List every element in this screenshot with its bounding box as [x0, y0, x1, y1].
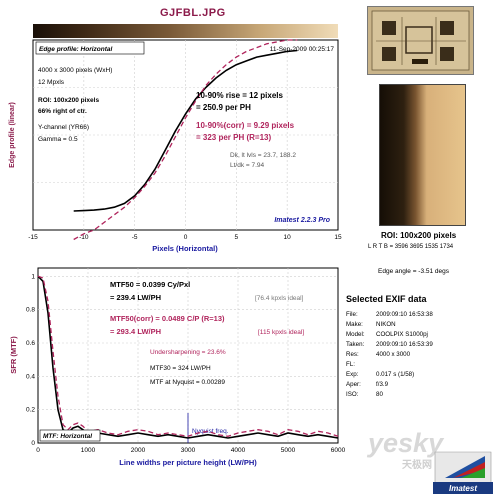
edge-xtick-label: 10	[284, 234, 292, 241]
edge-ctr: 66% right of ctr.	[38, 108, 87, 115]
edge-rise-line2: = 250.9 per PH	[196, 103, 251, 112]
nyquist-label: Nyquist freq.	[192, 428, 229, 435]
image-filename-title: GJFBL.JPG	[160, 7, 226, 19]
exif-list: File: 2009:09:10 16:53:38 Make: NIKON Mode…	[346, 310, 433, 400]
mtf50-ideal: [76.4 kpxls ideal]	[255, 295, 304, 302]
edge-xtick-label: -5	[132, 234, 138, 241]
exif-row: Exp: 0.017 s (1/58)	[346, 371, 415, 378]
mtf-xtick-label: 5000	[281, 447, 296, 454]
mtf-ytick-label: 0.8	[26, 307, 35, 314]
mtf-ytick-label: 0.6	[26, 340, 35, 347]
yesky-watermark: yesky	[368, 428, 444, 458]
exif-row: FL:	[346, 361, 355, 368]
exif-row: Model: COOLPIX S1000pj	[346, 331, 428, 338]
edge-mpxls: 12 Mpxls	[38, 79, 65, 86]
exif-row: Res: 4000 x 3000	[346, 351, 411, 358]
edge-xtick-label: 0	[184, 234, 188, 241]
edge-xtick-label: 5	[235, 234, 239, 241]
mtf-xlabel: Line widths per picture height (LW/PH)	[119, 458, 257, 467]
mtf-at-nyquist: MTF at Nyquist = 0.00289	[150, 379, 225, 386]
edge-gamma: Gamma = 0.5	[38, 136, 78, 143]
mtf-xtick-label: 1000	[81, 447, 96, 454]
edge-timestamp: 11-Sep-2009 00:25:17	[270, 46, 335, 53]
exif-row: ISO: 80	[346, 391, 383, 398]
exif-row: Taken: 2009:09:10 16:53:39	[346, 341, 433, 348]
edge-xticks: -15 -10 -5 0 5 10 15	[28, 234, 342, 241]
mtf-ytick-label: 0.4	[26, 373, 35, 380]
edge-box-title-frame	[35, 41, 145, 55]
mtf-box-label-frame	[39, 429, 101, 442]
mtf-ytick-label: 0.2	[26, 407, 35, 414]
edge-roi: ROI: 100x200 pixels	[38, 97, 99, 104]
edge-ltdk: Lt/dk = 7.94	[230, 162, 265, 169]
undersharpening: Undersharpening = 23.6%	[150, 349, 226, 356]
edge-xtick-label: 15	[334, 234, 342, 241]
test-chart-thumbnail	[367, 6, 474, 75]
roi-title: ROI: 100x200 pixels	[381, 231, 457, 240]
mtf-yticks: 1 0.8 0.6 0.4 0.2 0	[26, 273, 35, 447]
mtf50-corr-line1: MTF50(corr) = 0.0489 C/P (R=13)	[110, 314, 225, 323]
mtf-box-label: MTF: Horizontal	[43, 433, 92, 440]
mtf-chart: 0 1000 2000 3000 4000 5000 6000 1 0.8 0.6 0.4 0.2 0…	[9, 267, 345, 467]
edge-box-title: Edge profile: Horizontal	[39, 46, 113, 53]
imatest-logo-text: Imatest	[449, 484, 477, 493]
edge-dk-levels: Dk, lt lvls = 23.7, 188.2	[230, 152, 296, 159]
edge-corrected-line	[73, 39, 298, 241]
mtf-ytick-label: 1	[31, 273, 35, 280]
mtf-xtick-label: 4000	[231, 447, 246, 454]
mtf-xtick-label: 2000	[131, 447, 146, 454]
imatest-version: Imatest 2.2.3 Pro	[274, 217, 330, 224]
edge-ylabel: Edge profile (linear)	[9, 102, 16, 168]
edge-angle: Edge angle = -3.51 degs	[378, 268, 450, 275]
roi-crop-image	[379, 84, 466, 226]
mtf50-line2: = 239.4 LW/PH	[110, 293, 161, 302]
exif-title: Selected EXIF data	[346, 294, 427, 304]
mtf-xticks: 0 1000 2000 3000 4000 5000 6000	[36, 447, 345, 454]
exif-row: File: 2009:09:10 16:53:38	[346, 311, 433, 318]
edge-measured-line	[73, 49, 298, 212]
edge-image-size: 4000 x 3000 pixels (WxH)	[38, 67, 112, 74]
yesky-watermark-sub: 天极网	[402, 460, 432, 471]
mtf-xtick-label: 3000	[181, 447, 196, 454]
mtf50-corr-ideal: [115 kpxls ideal]	[258, 329, 304, 336]
edge-gradient-bar	[33, 24, 338, 38]
edge-xtick-label: -10	[79, 234, 89, 241]
edge-xtick-label: -15	[28, 234, 38, 241]
edge-grid	[33, 40, 338, 230]
mtf-ylabel: SFR (MTF)	[9, 336, 18, 374]
mtf50-corr-line2: = 293.4 LW/PH	[110, 327, 161, 336]
mtf-ytick-label: 0	[31, 440, 35, 447]
imatest-logo: Imatest	[433, 451, 493, 494]
exif-row: Aper: f/3.9	[346, 381, 389, 388]
edge-corr-line1: 10-90%(corr) = 9.29 pixels	[196, 121, 295, 130]
edge-rise-line1: 10-90% rise = 12 pixels	[196, 91, 284, 100]
mtf-xtick-label: 0	[36, 447, 40, 454]
edge-lines	[73, 39, 298, 241]
roi-lrtb: L R T B = 3596 3695 1535 1734	[368, 244, 454, 250]
exif-row: Make: NIKON	[346, 321, 396, 328]
edge-xlabel: Pixels (Horizontal)	[152, 244, 218, 253]
edge-corr-line2: = 323 per PH (R=13)	[196, 133, 271, 142]
mtf-xtick-label: 6000	[331, 447, 345, 454]
edge-channel: Y-channel (YR66)	[38, 124, 89, 131]
mtf30: MTF30 = 324 LW/PH	[150, 365, 211, 372]
edge-profile-chart: -15 -10 -5 0 5 10 15 Pixels (Horizontal) Edge …	[9, 39, 342, 253]
mtf50-line1: MTF50 = 0.0399 Cy/Pxl	[110, 280, 190, 289]
